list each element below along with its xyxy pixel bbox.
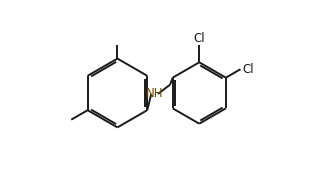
Text: NH: NH [146, 87, 163, 100]
Text: Cl: Cl [242, 63, 254, 76]
Text: Cl: Cl [193, 31, 205, 44]
